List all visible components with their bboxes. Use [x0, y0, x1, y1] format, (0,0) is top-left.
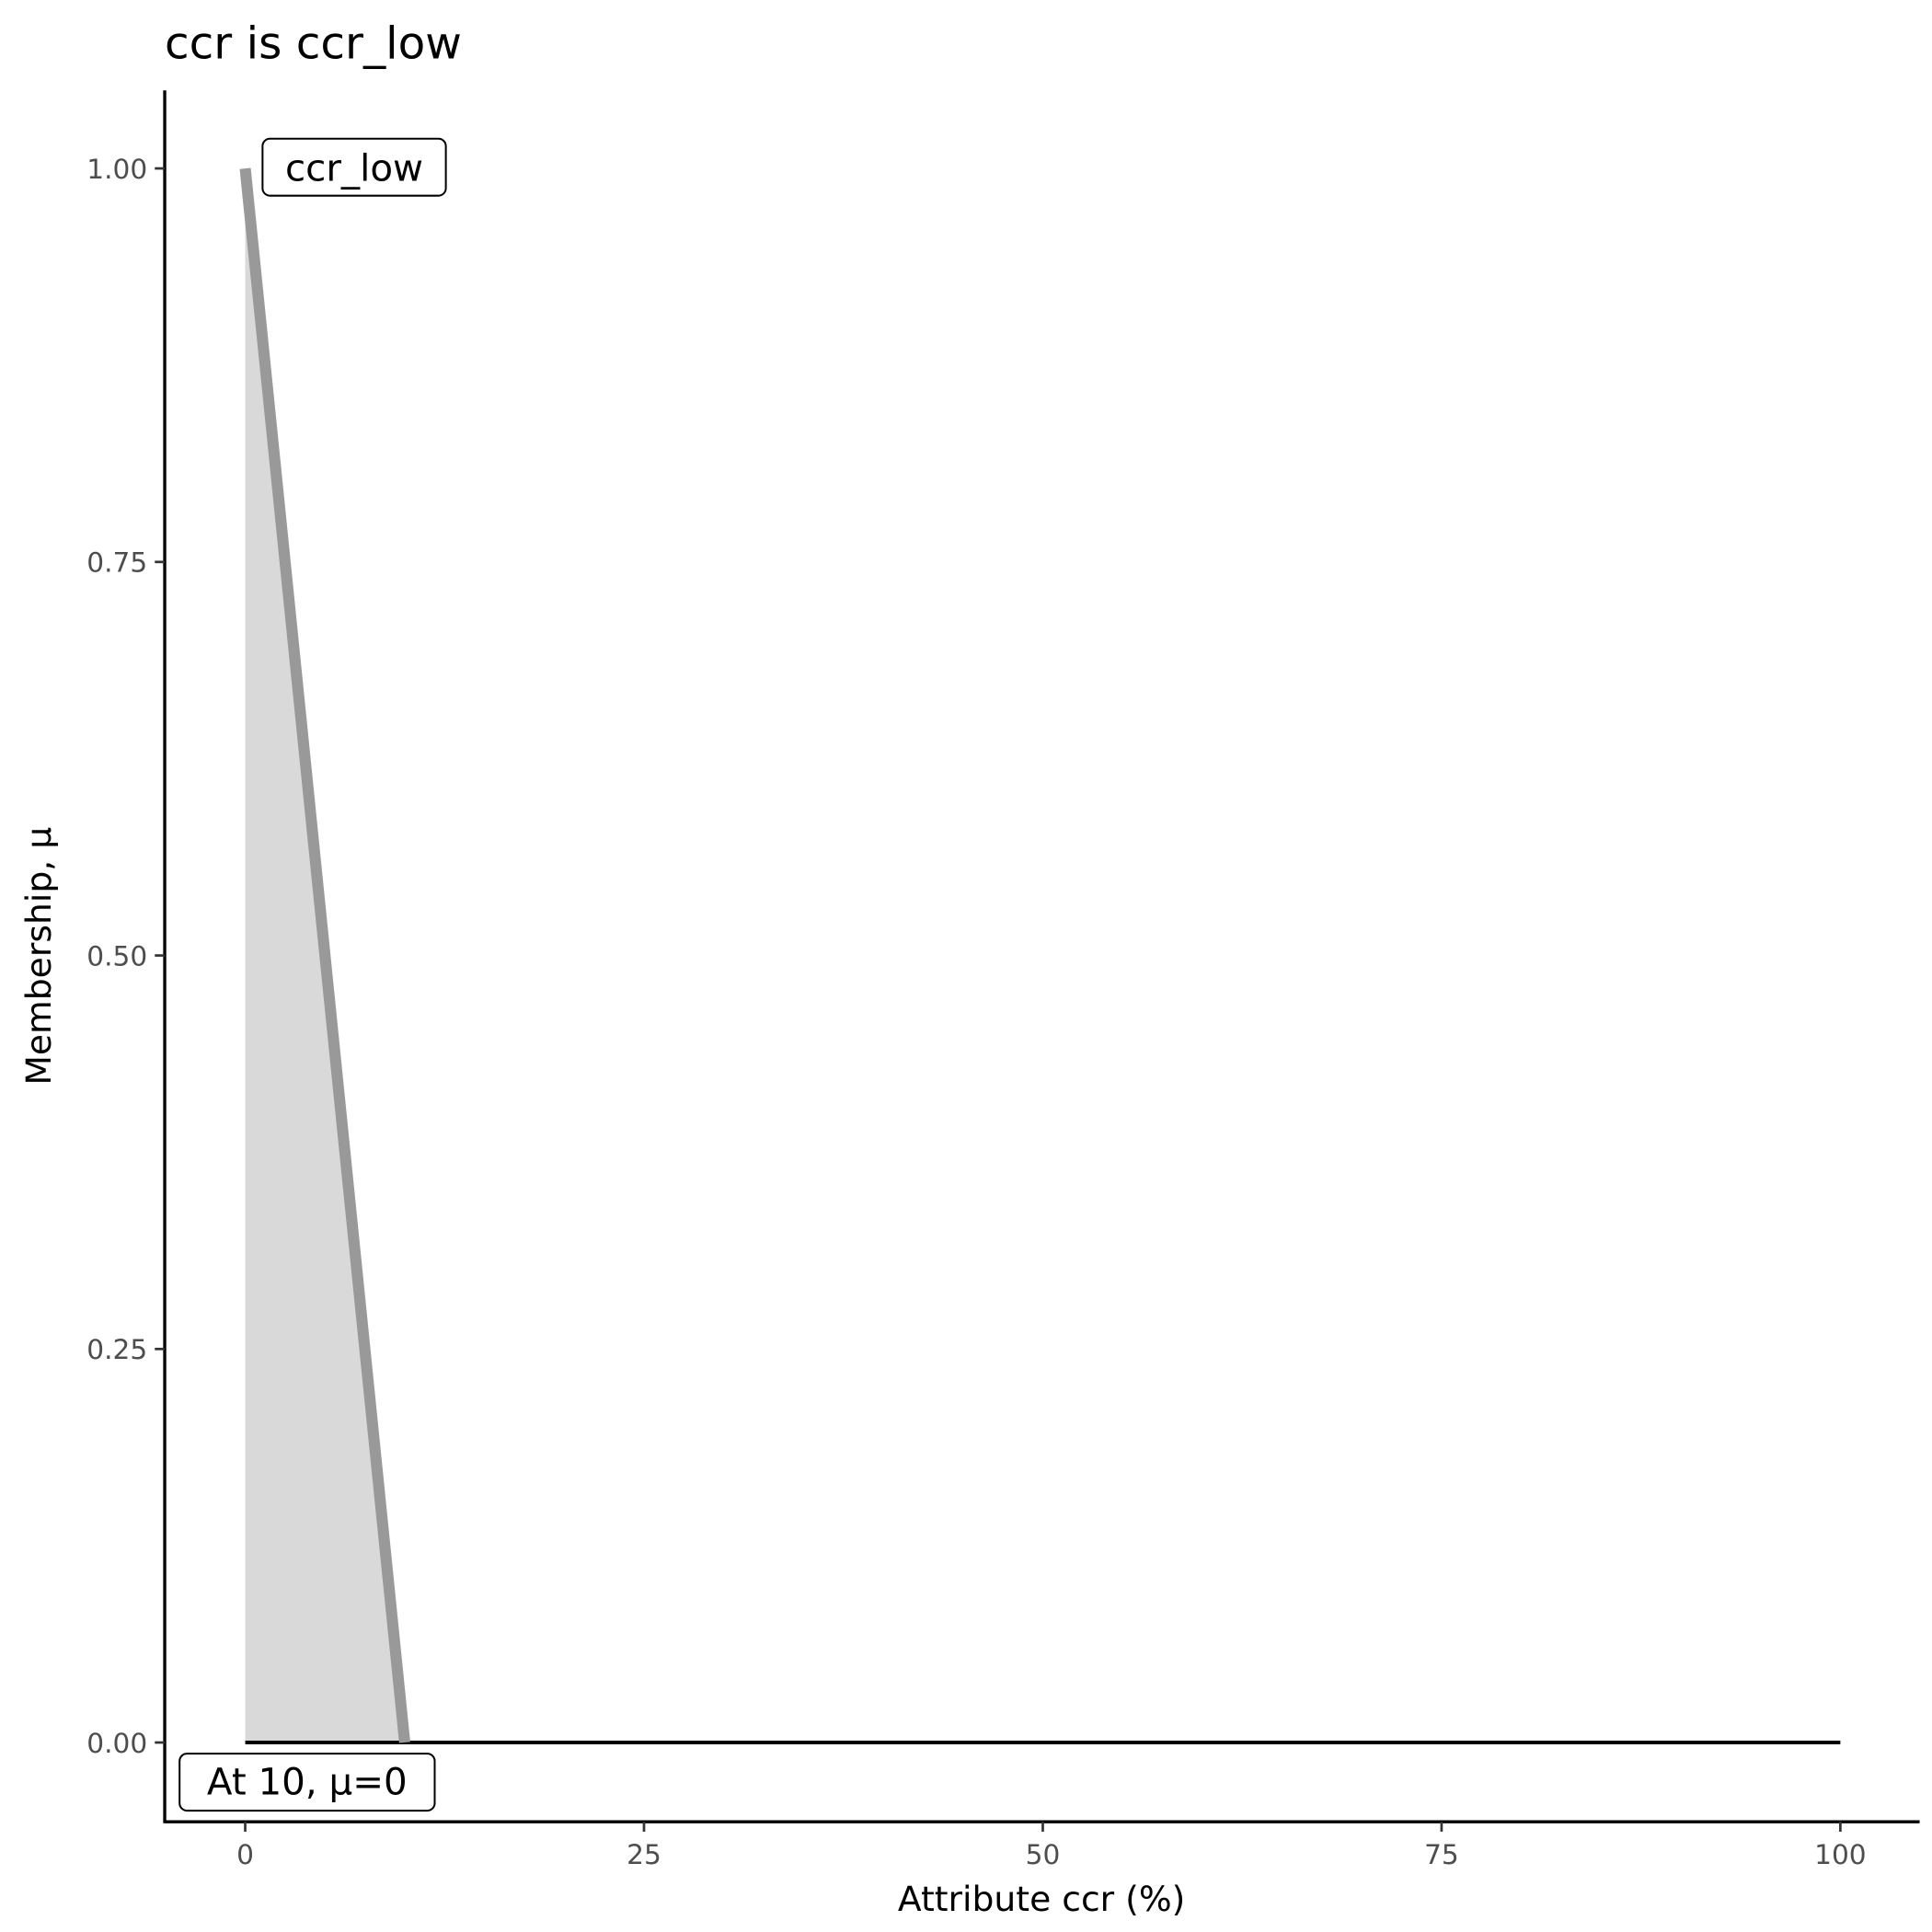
x-tick-label: 100	[1814, 1839, 1867, 1870]
y-tick-label: 0.75	[86, 547, 147, 579]
annotation-label: ccr_low	[261, 137, 447, 197]
chart-title: ccr is ccr_low	[165, 17, 462, 69]
annotation-label: At 10, μ=0	[178, 1753, 436, 1812]
x-tick-label: 0	[236, 1839, 254, 1870]
annotation-box	[178, 1753, 436, 1812]
x-ticks: 0 25 50 75 100	[236, 1822, 1867, 1870]
x-axis-title: Attribute ccr (%)	[898, 1879, 1186, 1919]
y-tick-label: 1.00	[86, 154, 147, 185]
annotation-box	[261, 137, 447, 197]
y-tick-label: 0.00	[86, 1728, 147, 1759]
membership-line	[239, 167, 410, 1743]
x-tick-label: 25	[627, 1839, 661, 1870]
x-tick-label: 50	[1026, 1839, 1061, 1870]
annotation-text: ccr_low	[285, 147, 423, 190]
y-tick-label: 0.25	[86, 1334, 147, 1365]
y-tick-label: 0.50	[86, 940, 147, 972]
y-ticks: 0.00 0.25 0.50 0.75 1.00	[86, 154, 166, 1759]
x-tick-label: 75	[1424, 1839, 1459, 1870]
plot-area: ccr_low At 10, μ=0	[178, 137, 1841, 1812]
annotation-text: At 10, μ=0	[207, 1761, 408, 1804]
y-axis-title: Membership, μ	[18, 827, 59, 1086]
